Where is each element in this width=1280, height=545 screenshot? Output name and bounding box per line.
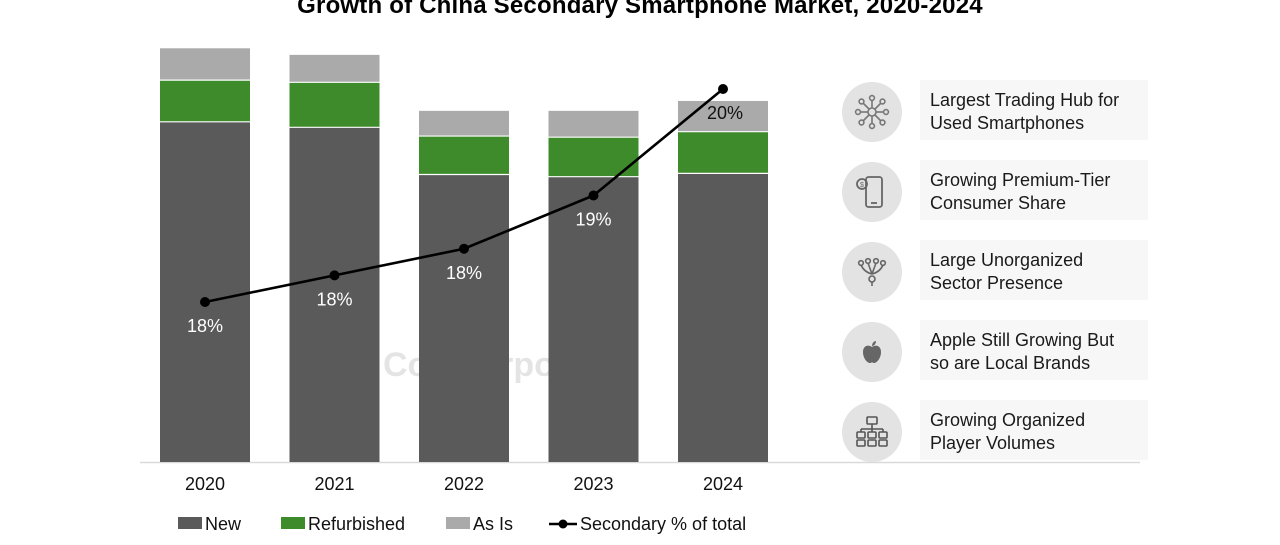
bar-as-is bbox=[289, 54, 380, 83]
bar-new bbox=[548, 176, 639, 462]
panel-line: Used Smartphones bbox=[930, 113, 1085, 133]
line-data-label: 18% bbox=[316, 289, 352, 309]
line-data-label: 18% bbox=[446, 263, 482, 283]
panel-item-unorganized: Large Unorganized Sector Presence bbox=[840, 240, 1160, 304]
panel-line: Consumer Share bbox=[930, 193, 1067, 213]
bar-as-is bbox=[160, 48, 250, 81]
panel-item-organized: Growing Organized Player Volumes bbox=[840, 400, 1160, 464]
bar-refurbished bbox=[289, 82, 380, 128]
legend-line-marker bbox=[558, 519, 568, 529]
line-data-label: 19% bbox=[575, 210, 611, 230]
org-structure-icon bbox=[842, 402, 902, 462]
x-tick-label: 2020 bbox=[185, 474, 225, 494]
bar-refurbished bbox=[678, 131, 768, 174]
legend-swatch bbox=[281, 517, 305, 529]
scattered-nodes-icon bbox=[842, 242, 902, 302]
x-tick-label: 2024 bbox=[703, 474, 743, 494]
panel-line: Large Unorganized bbox=[930, 250, 1084, 270]
line-point bbox=[718, 84, 728, 94]
network-hub-icon bbox=[842, 82, 902, 142]
bar-new bbox=[678, 173, 768, 463]
bar-new bbox=[289, 127, 380, 462]
legend-label: Secondary % of total bbox=[580, 514, 746, 534]
panel-line: Largest Trading Hub for bbox=[930, 90, 1120, 110]
panel-line: Player Volumes bbox=[930, 433, 1056, 453]
panel-text: Growing Premium-Tier Consumer Share bbox=[920, 160, 1148, 220]
line-point bbox=[329, 270, 340, 281]
panel-line: Growing Organized bbox=[930, 410, 1086, 430]
x-tick-label: 2022 bbox=[444, 474, 484, 494]
smartphone-dollar-icon: $ bbox=[842, 162, 902, 222]
panel-text: Large Unorganized Sector Presence bbox=[920, 240, 1148, 300]
line-data-label: 18% bbox=[187, 316, 223, 336]
bar-new bbox=[160, 121, 250, 462]
line-point bbox=[588, 190, 599, 201]
legend-swatch bbox=[178, 517, 202, 529]
panel-item-apple: Apple Still Growing But so are Local Bra… bbox=[840, 320, 1160, 384]
x-tick-label: 2023 bbox=[573, 474, 613, 494]
apple-logo-icon bbox=[842, 322, 902, 382]
legend-swatch bbox=[446, 517, 470, 529]
bar-refurbished bbox=[419, 136, 509, 175]
bar-as-is bbox=[419, 110, 509, 137]
panel-text: Growing Organized Player Volumes bbox=[920, 400, 1148, 460]
panel-text: Apple Still Growing But so are Local Bra… bbox=[920, 320, 1148, 380]
panel-item-premium-tier: $ Growing Premium-Tier Consumer Share bbox=[840, 160, 1160, 224]
line-point bbox=[459, 243, 469, 254]
bar-refurbished bbox=[160, 80, 250, 122]
panel-line: Apple Still Growing But bbox=[930, 330, 1115, 350]
line-data-label: 20% bbox=[707, 103, 743, 123]
panel-line: so are Local Brands bbox=[930, 353, 1091, 373]
line-point bbox=[200, 297, 210, 307]
panel-line: Growing Premium-Tier bbox=[930, 170, 1111, 190]
panel-item-trading-hub: Largest Trading Hub for Used Smartphones bbox=[840, 80, 1160, 144]
legend-label: New bbox=[205, 514, 242, 534]
x-tick-label: 2021 bbox=[314, 474, 354, 494]
legend-label: As Is bbox=[473, 514, 513, 534]
chart-title: Growth of China Secondary Smartphone Mar… bbox=[297, 0, 983, 19]
svg-text:$: $ bbox=[860, 182, 864, 189]
panel-line: Sector Presence bbox=[930, 273, 1064, 293]
bar-as-is bbox=[678, 100, 768, 132]
legend-label: Refurbished bbox=[308, 514, 405, 534]
panel-text: Largest Trading Hub for Used Smartphones bbox=[920, 80, 1148, 140]
bar-new bbox=[419, 174, 509, 462]
bar-as-is bbox=[548, 110, 639, 138]
